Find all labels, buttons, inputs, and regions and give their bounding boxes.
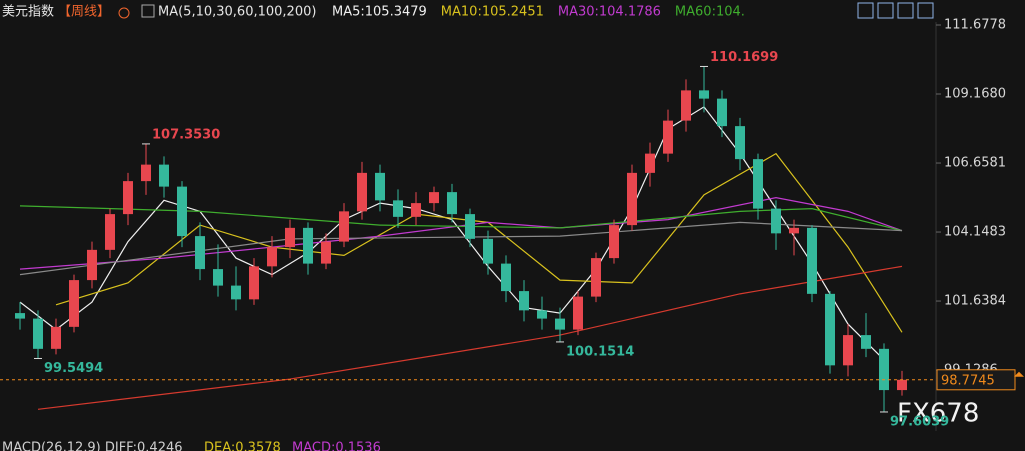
legend-entry: MA60:104. — [675, 5, 745, 20]
tool-button[interactable] — [897, 2, 914, 19]
dea-label: DEA:0.3578 — [204, 441, 281, 451]
candle-body — [267, 247, 277, 267]
candle-body — [627, 172, 637, 226]
tool-button[interactable] — [917, 2, 934, 19]
candle-body — [159, 164, 169, 187]
candle-body — [645, 153, 655, 173]
candle-body — [429, 192, 439, 204]
ma-line — [19, 197, 903, 270]
current-price-box — [936, 369, 1016, 391]
add-icon[interactable] — [118, 7, 130, 19]
macd-value-label: MACD:0.1536 — [292, 441, 381, 451]
ma-line — [19, 106, 885, 361]
candle-body — [771, 208, 781, 234]
candle-body — [555, 318, 565, 330]
candle-body — [735, 126, 745, 160]
candle-body — [213, 269, 223, 286]
candle-body — [591, 258, 601, 297]
tool-button[interactable] — [877, 2, 894, 19]
candle-body — [411, 203, 421, 217]
ma-line — [55, 152, 903, 333]
current-price-label: 98.7745 — [941, 373, 995, 388]
candle-body — [285, 227, 295, 248]
legend-entry: MA30:104.1786 — [558, 5, 661, 20]
annotation-label: 99.5494 — [44, 361, 103, 376]
candle-body — [879, 348, 889, 391]
candle-body — [501, 263, 511, 292]
tool-button[interactable] — [857, 2, 874, 19]
ma-line — [19, 205, 903, 232]
candle-body — [87, 249, 97, 281]
candle-body — [825, 293, 835, 366]
ma-icon[interactable] — [141, 4, 155, 18]
candle-body — [681, 90, 691, 121]
candle-body — [807, 227, 817, 294]
ma-line — [37, 265, 903, 410]
candle-body — [519, 291, 529, 311]
candle-body — [249, 266, 259, 300]
y-tick-label: 101.6384 — [944, 294, 1006, 309]
candle-body — [861, 335, 871, 349]
candle-body — [393, 200, 403, 217]
candle-body — [843, 335, 853, 366]
candle-body — [663, 120, 673, 154]
y-tick-label: 104.1483 — [944, 225, 1006, 240]
annotation-label: 110.1699 — [710, 50, 778, 65]
candle-body — [303, 227, 313, 264]
macd-label: MACD(26,12,9) DIFF:0.4246 — [2, 441, 183, 451]
candle-body — [231, 285, 241, 300]
ma-line — [19, 221, 903, 276]
chart-title: 美元指数 — [2, 5, 54, 20]
y-tick-label: 106.6581 — [944, 156, 1006, 171]
candle-body — [465, 214, 475, 239]
candle-body — [123, 181, 133, 215]
annotation-label: 107.3530 — [152, 127, 220, 142]
candle-body — [789, 227, 799, 234]
candle-body — [753, 159, 763, 209]
candle-body — [609, 225, 619, 259]
current-price-arrow — [1014, 371, 1024, 377]
candle-body — [339, 211, 349, 242]
candle-body — [483, 238, 493, 264]
chart-period[interactable]: 【周线】 — [58, 5, 110, 20]
candle-body — [573, 296, 583, 330]
y-tick-label: 109.1680 — [944, 87, 1006, 102]
candle-body — [141, 164, 151, 182]
candle-body — [69, 280, 79, 327]
watermark: FX678 — [897, 399, 979, 429]
toolbar — [857, 2, 934, 19]
candle-body — [15, 313, 25, 319]
annotation-label: 97.6039 — [890, 414, 949, 429]
candle-body — [195, 236, 205, 270]
legend-entry: MA5:105.3479 — [332, 5, 427, 20]
candle-body — [357, 172, 367, 212]
candle-body — [33, 318, 43, 349]
candle-body — [699, 90, 709, 99]
candle-body — [177, 186, 187, 237]
ma-label: MA(5,10,30,60,100,200) — [158, 5, 316, 20]
candle-body — [717, 98, 727, 127]
y-tick-label: 111.6778 — [944, 17, 1006, 32]
candle-body — [321, 241, 331, 264]
candle-body — [105, 214, 115, 250]
candle-body — [51, 326, 61, 349]
candle-body — [897, 379, 907, 391]
candle-body — [447, 192, 457, 215]
annotation-label: 100.1514 — [566, 344, 634, 359]
legend-entry: MA10:105.2451 — [441, 5, 544, 20]
candle-body — [537, 310, 547, 319]
candle-body — [375, 172, 385, 201]
